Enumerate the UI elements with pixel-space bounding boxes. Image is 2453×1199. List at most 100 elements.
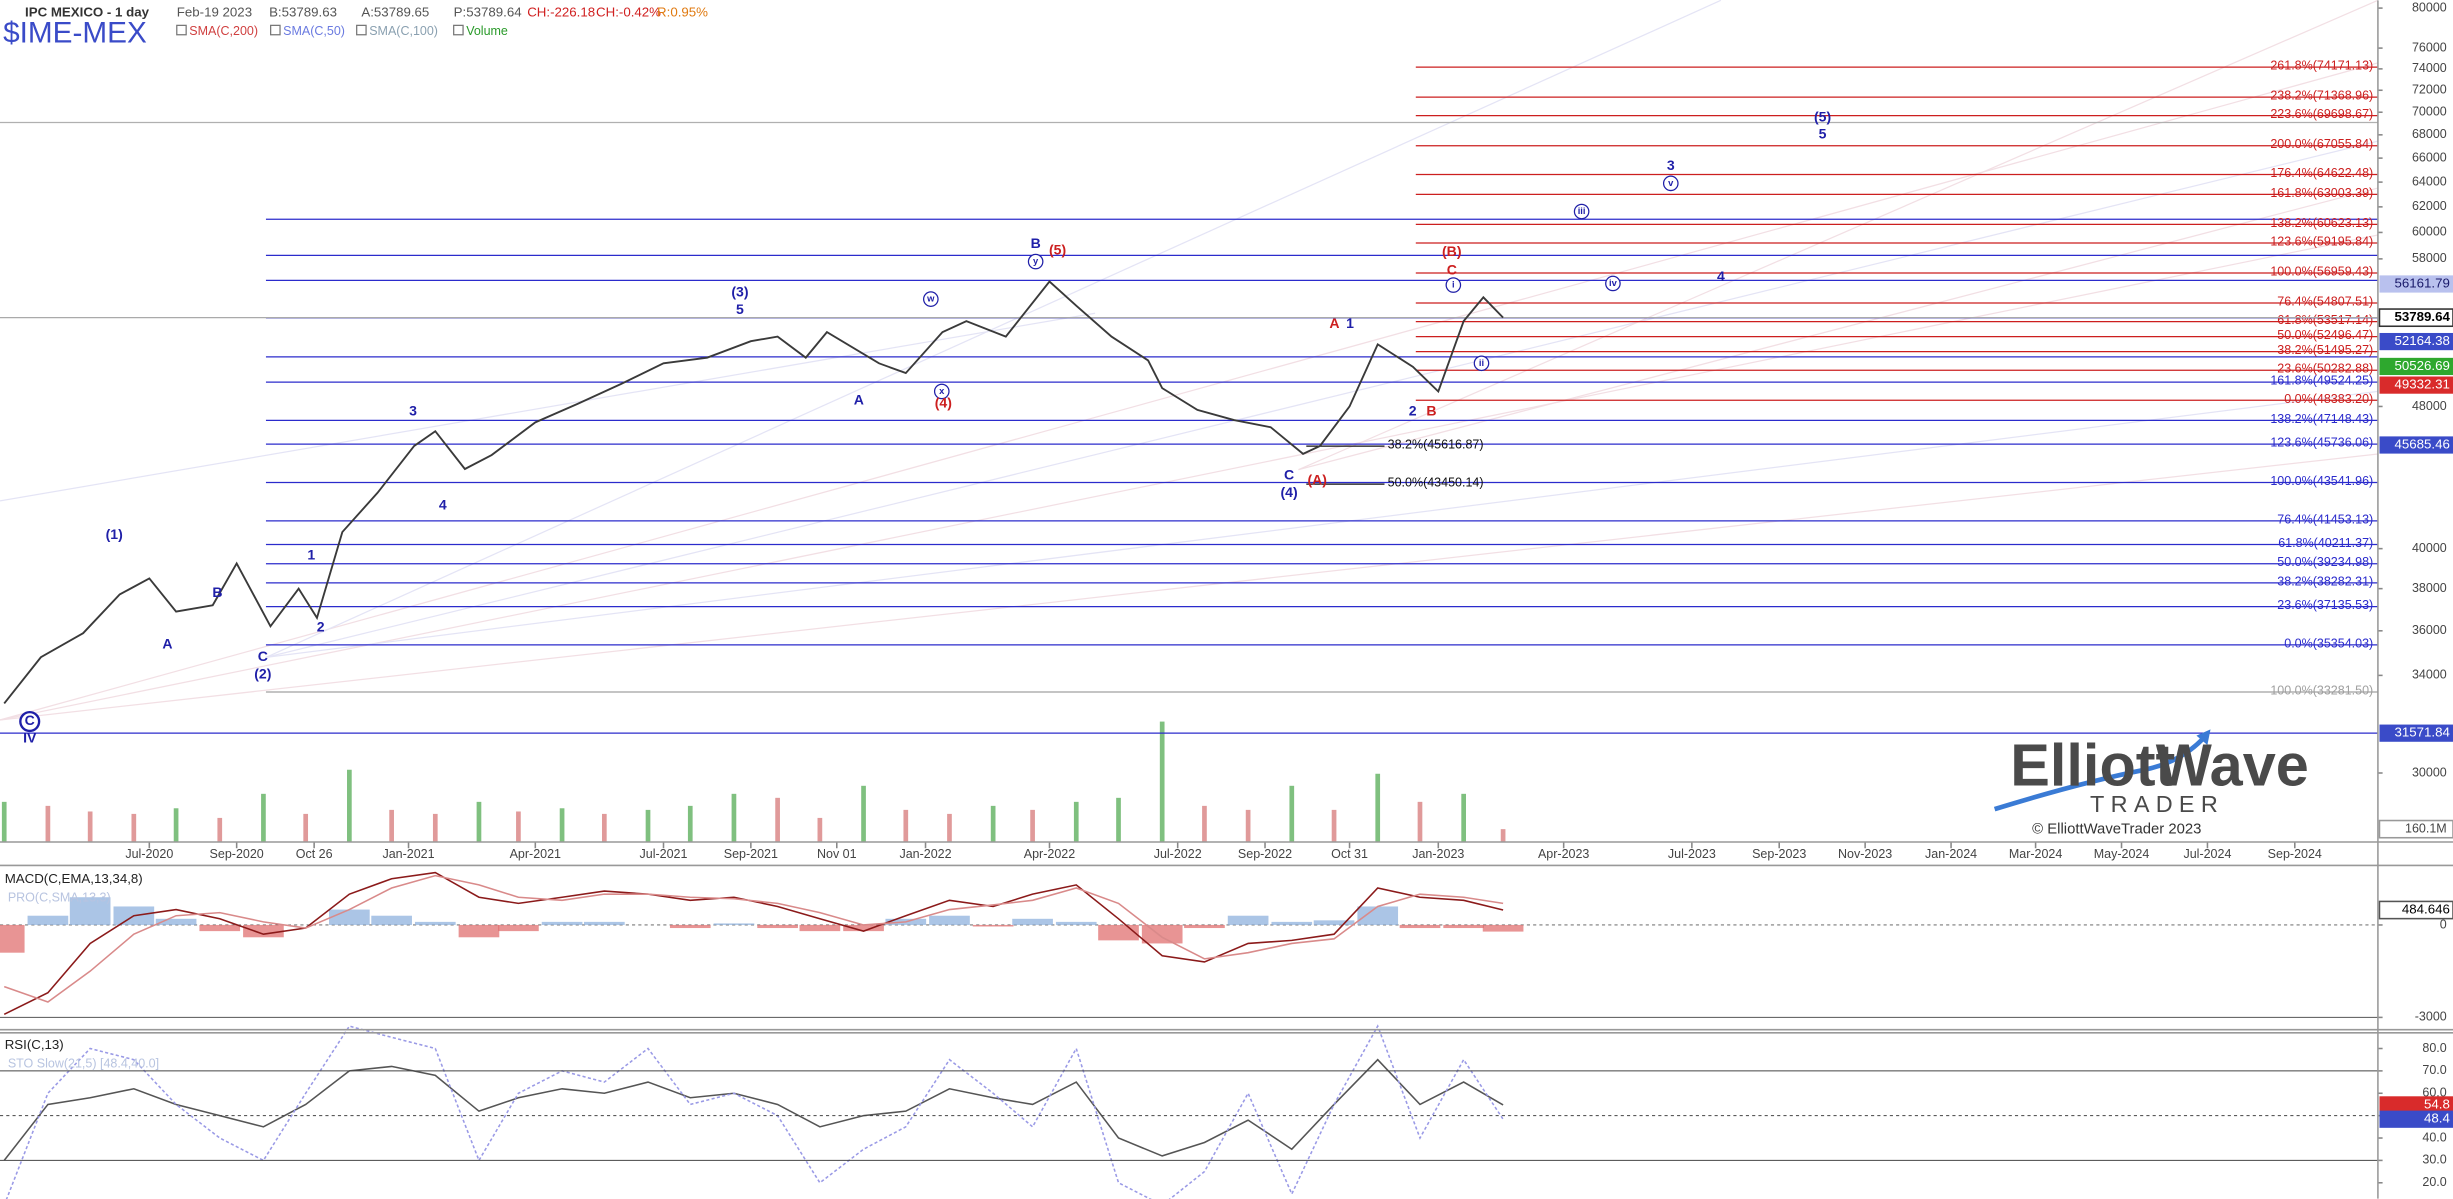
volume-bar	[1030, 809, 1035, 842]
price-box	[2379, 332, 2453, 351]
legend-icon	[453, 24, 464, 36]
fib-label: 100.0%(43541.96)	[2270, 474, 2373, 488]
volume-box-label: 160.1M	[2405, 821, 2447, 835]
volume-bar	[1375, 773, 1381, 842]
fan-lines	[0, 0, 2379, 721]
histogram-bar	[1482, 924, 1524, 932]
price-box-label: 50526.69	[2394, 358, 2449, 373]
volume-bar	[476, 801, 482, 842]
fib-label: 138.2%(60623.13)	[2270, 216, 2373, 230]
logo-word: TRADER	[2090, 791, 2224, 817]
wave-label: 5	[736, 301, 744, 317]
wave-label: IV	[23, 729, 37, 745]
fib-label: 50.0%(39234.98)	[2277, 555, 2373, 569]
fan-line	[265, 390, 2378, 659]
wave-label: B	[1031, 235, 1041, 251]
volume-bar	[1500, 829, 1506, 842]
wave-label: C	[25, 712, 35, 728]
wave-label: 5	[1819, 126, 1827, 142]
wave-label: C	[1284, 467, 1294, 483]
histogram-bar	[69, 897, 111, 925]
x-tick-label: Sep-2023	[1752, 847, 1806, 861]
volume-bar	[1116, 797, 1121, 842]
wave-label: (1)	[106, 526, 123, 542]
panel-title: MACD(C,EMA,13,34,8)	[5, 871, 143, 886]
volume-bar	[432, 813, 438, 842]
price-box	[2379, 724, 2453, 742]
x-tick-label: Apr-2022	[1024, 847, 1075, 861]
legend-label: SMA(C,100)	[369, 24, 438, 38]
wave-label: (3)	[731, 284, 748, 300]
volume-bar	[1159, 721, 1165, 842]
wave-circle	[1445, 277, 1462, 293]
wave-circle	[1027, 253, 1044, 270]
fib-label: 261.8%(74171.13)	[2270, 59, 2373, 73]
histogram-bar	[1184, 924, 1225, 929]
wave-label: (5)	[1049, 241, 1066, 257]
x-tick-label: Jul-2021	[640, 847, 688, 861]
fib-label: 100.0%(33281.50)	[2270, 684, 2373, 698]
histogram-bar	[1399, 924, 1441, 929]
volume-bar	[775, 797, 780, 842]
volume-bar	[990, 805, 996, 842]
histogram-bar	[199, 924, 241, 932]
y-tick-label: 66000	[2412, 150, 2447, 164]
wave-circle	[923, 291, 939, 307]
fib-label: 23.6%(50282.88)	[2277, 362, 2373, 376]
wave-circle	[933, 383, 950, 400]
wave-label: A	[1329, 315, 1339, 331]
value-box-label: 484.646	[2402, 902, 2450, 917]
y-tick-label: 48000	[2412, 399, 2447, 413]
fan-line	[0, 234, 2379, 721]
histogram-bar	[843, 924, 884, 932]
y-tick-label: 80000	[2412, 0, 2447, 14]
info-change: CH:-226.18	[527, 4, 595, 19]
volume-bar	[1417, 801, 1423, 842]
volume-bar	[303, 813, 309, 842]
volume-bar	[861, 785, 866, 842]
x-tick-label: Oct 26	[296, 847, 333, 861]
panel-subtitle: STO Slow(21,5) [48.4,40.0]	[8, 1056, 159, 1070]
info-price: P:53789.64	[454, 4, 522, 19]
panel-subtitle: PRO(C,SMA,13,3)	[8, 891, 111, 905]
x-tick-label: Jan-2023	[1412, 847, 1464, 861]
value-box-label: 54.8	[2424, 1096, 2450, 1111]
fib-label: 223.6%(69698.67)	[2270, 107, 2373, 121]
wave-circle	[1662, 175, 1679, 192]
x-tick-label: Jul-2020	[125, 847, 173, 861]
volume-bar	[131, 813, 137, 842]
wave-circle	[1605, 275, 1621, 292]
wave-label: x	[939, 386, 945, 396]
value-box-label: 48.4	[2424, 1111, 2450, 1126]
indicator-line	[3, 874, 1504, 1003]
logo-word: Elliott	[2010, 732, 2175, 799]
x-tick-label: Jan-2024	[1925, 847, 1977, 861]
volume-bar	[87, 811, 93, 842]
x-tick-label: Nov 01	[817, 847, 857, 861]
fib-label: 23.6%(37135.53)	[2277, 598, 2373, 612]
y-tick-label: 68000	[2412, 127, 2447, 141]
volume-bar	[903, 809, 909, 842]
fib-label: 0.0%(35354.03)	[2284, 636, 2373, 650]
wave-label: v	[1668, 178, 1674, 188]
y-tick-label: 20.0	[2422, 1175, 2446, 1189]
volume-bar	[389, 809, 394, 842]
histogram-bar	[799, 924, 841, 932]
fan-line	[0, 453, 2378, 721]
histogram-bar	[498, 924, 539, 932]
legend-icon	[270, 24, 281, 36]
fib-label: 176.4%(64622.48)	[2270, 166, 2373, 180]
logo-word: Wave	[2156, 732, 2309, 799]
volume-bar	[1331, 809, 1337, 842]
volume-bar	[1, 801, 7, 842]
x-tick-label: Jan-2021	[382, 847, 434, 861]
fib-label: 50.0%(43450.14)	[1388, 476, 1484, 490]
y-tick-label: 76000	[2412, 40, 2447, 54]
y-tick-label: 80.0	[2422, 1041, 2446, 1055]
y-tick-label: 72000	[2412, 83, 2447, 97]
histogram-bar	[584, 921, 625, 925]
x-tick-label: Mar-2024	[2009, 847, 2063, 861]
wave-label: 1	[1346, 315, 1354, 331]
